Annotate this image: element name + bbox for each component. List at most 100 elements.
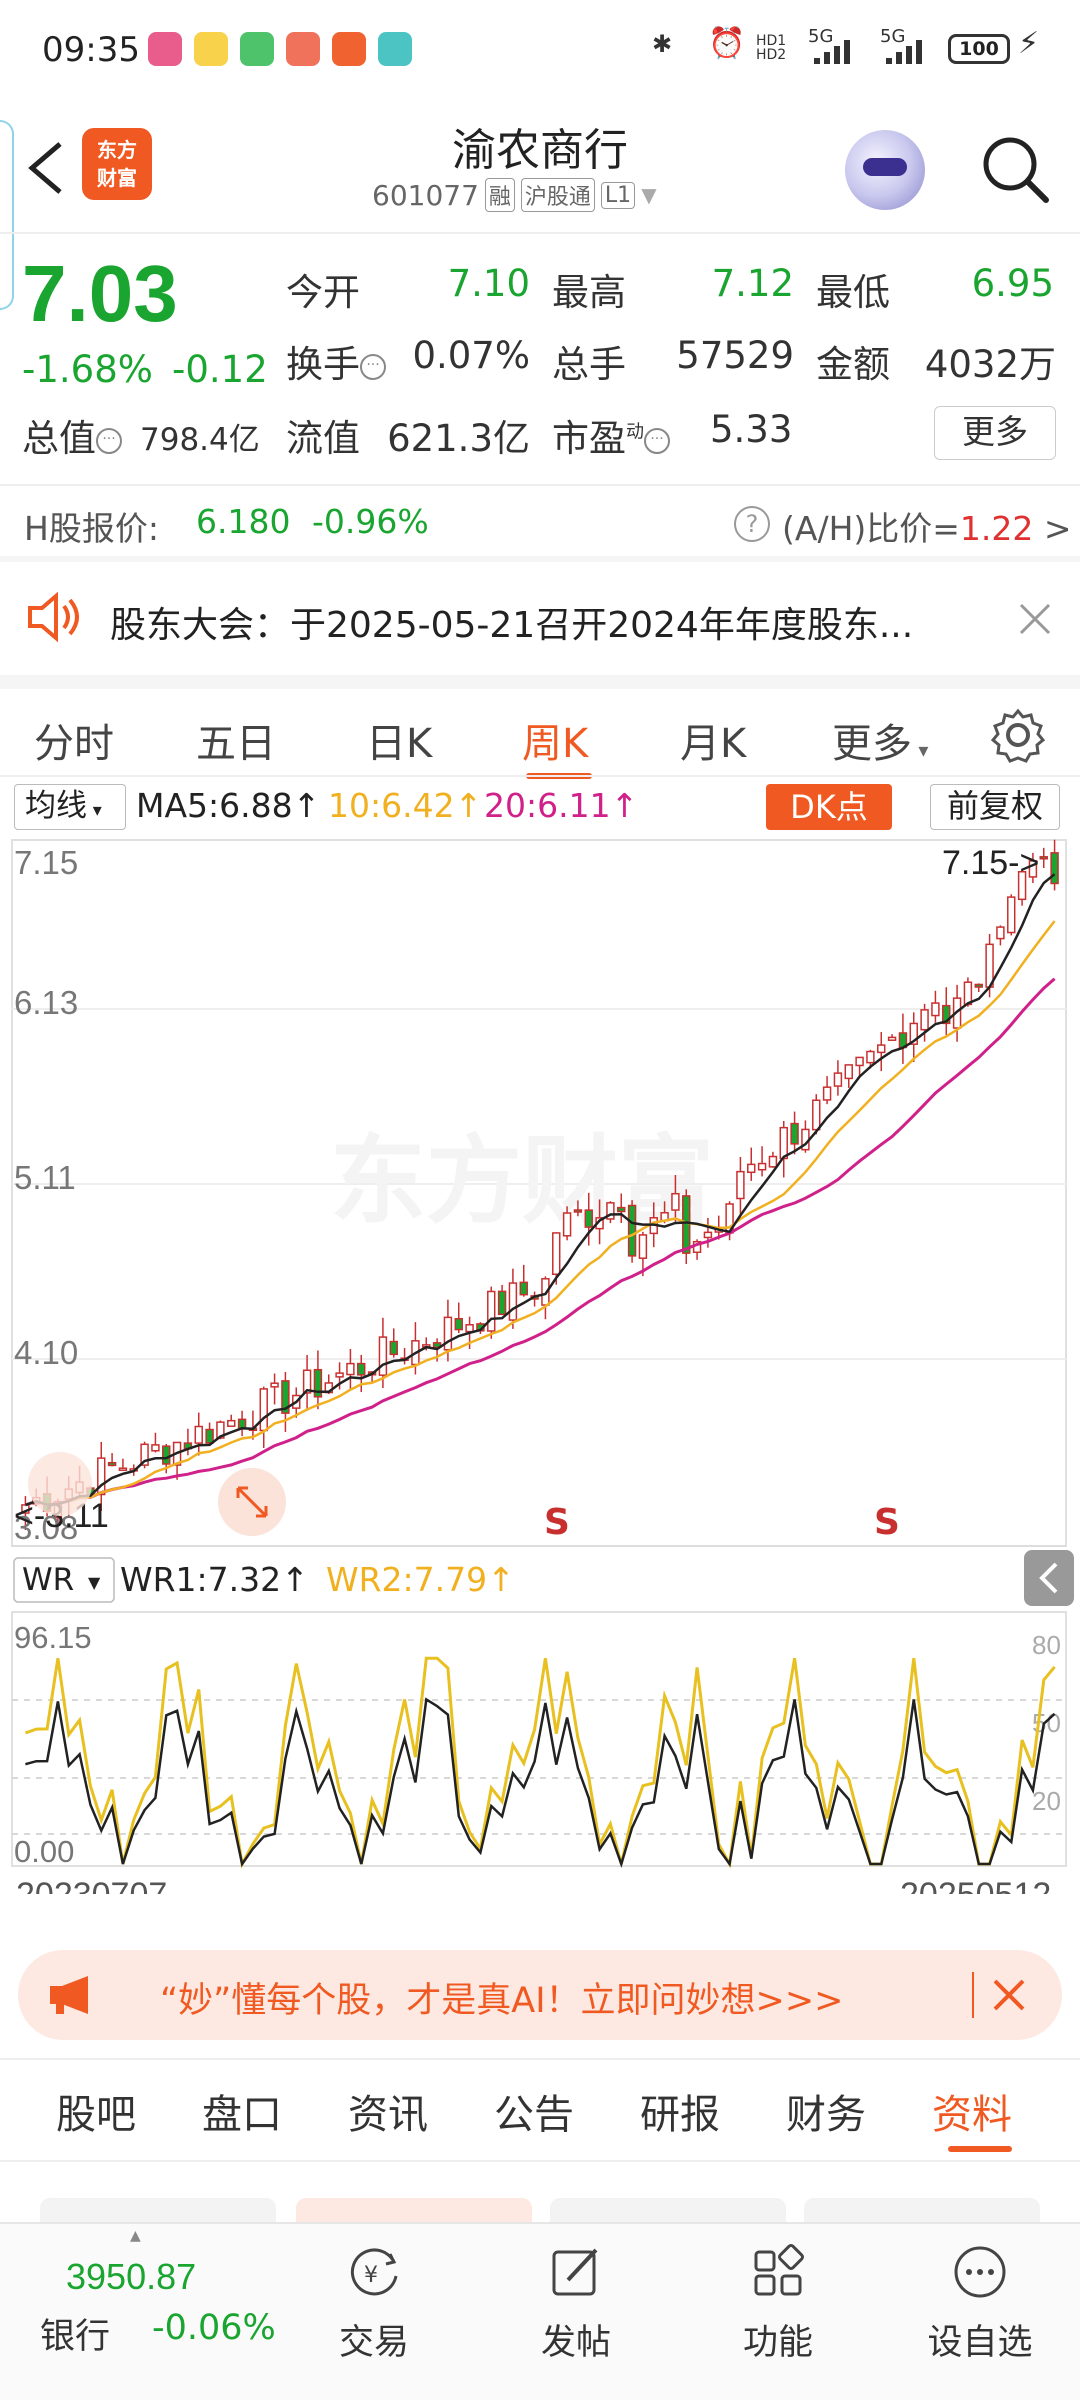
candle-body (151, 1444, 160, 1452)
grid-icon (754, 2244, 804, 2296)
nav-functions[interactable]: 功能 (718, 2244, 838, 2365)
wr-y-top: 96.15 (14, 1620, 92, 1655)
tab-daily[interactable]: 日K (366, 721, 433, 767)
tab-weekly[interactable]: 周K (522, 721, 589, 767)
collapse-panel-button[interactable] (1024, 1550, 1074, 1606)
dropdown-caret-icon[interactable]: ▼ (641, 183, 657, 207)
ma10-value: 10:6.42↑ (328, 786, 483, 825)
candle-body (443, 1316, 453, 1351)
wr-select[interactable] (13, 1557, 115, 1603)
candle-body (497, 1290, 507, 1316)
tab-profile[interactable]: 资料 (932, 2092, 1012, 2138)
candle-body (627, 1204, 637, 1257)
tab-financials[interactable]: 财务 (786, 2092, 866, 2138)
candle-body (942, 1004, 951, 1025)
bottom-nav: ▲ 3950.87 银行 -0.06% ¥ 交易 发帖 功能 设自选 (0, 2222, 1080, 2400)
tab-forum[interactable]: 股吧 (56, 2092, 136, 2138)
network-label: 5G (808, 26, 834, 47)
network-label-2: 5G (880, 26, 906, 47)
candle-body (833, 1072, 843, 1087)
amount-value: 4032万 (924, 343, 1056, 386)
sell-signal-marker: S (874, 1502, 900, 1543)
volume-label: 总手 (552, 343, 626, 386)
candle-body (671, 1192, 680, 1211)
candle-body (584, 1209, 593, 1228)
candle-body (703, 1231, 713, 1239)
candle-body (519, 1281, 528, 1296)
tab-intraday[interactable]: 分时 (34, 721, 114, 767)
candle-body (1028, 860, 1038, 878)
index-change[interactable]: -0.06% (152, 2308, 276, 2348)
speaker-icon (28, 592, 79, 642)
bluetooth-icon: ✱ (652, 30, 673, 58)
high-value: 7.12 (711, 262, 794, 305)
dk-point-button[interactable]: DK点 (766, 784, 892, 830)
index-name[interactable]: 银行 (40, 2317, 111, 2357)
app-notification-icon (332, 32, 366, 66)
level-tag[interactable]: L1 (600, 181, 636, 209)
info-icon: ··· (96, 427, 122, 454)
search-icon[interactable] (976, 130, 1056, 210)
wr1-value: WR1:7.32↑ (120, 1560, 309, 1599)
more-quote-button[interactable]: 更多 (934, 406, 1056, 460)
calendar-notification-icon (286, 32, 320, 66)
trade-icon: ¥ (350, 2248, 398, 2296)
kline-chart[interactable]: 东方财富 7.15 6.13 5.11 4.10 3.08 7.15-> <-3… (0, 834, 1080, 1894)
turnover-label: 换手 ··· (286, 334, 386, 388)
candle-body (617, 1206, 626, 1213)
amount-label: 金额 (816, 343, 890, 386)
chart-grid (11, 839, 1067, 1867)
tab-research[interactable]: 研报 (640, 2092, 720, 2138)
tab-orderbook[interactable]: 盘口 (202, 2092, 282, 2138)
wr-select-label[interactable]: WR (22, 1562, 74, 1598)
turnover-value: 0.07% (412, 334, 530, 377)
tab-more[interactable]: 更多 ▾ (832, 721, 929, 767)
ma10-line (25, 920, 1056, 1507)
candle-body (779, 1126, 788, 1160)
wr-y-bottom: 0.00 (14, 1834, 74, 1869)
hd-indicator: HD1 HD2 (756, 33, 787, 63)
candle-body (1007, 896, 1016, 934)
index-value[interactable]: 3950.87 (66, 2256, 197, 2297)
gear-icon[interactable] (990, 707, 1046, 763)
close-icon[interactable] (992, 1978, 1026, 2012)
candle-body (378, 1336, 388, 1376)
candle-body (1050, 852, 1059, 885)
pan-handle[interactable] (28, 1452, 92, 1516)
candle-body (432, 1342, 442, 1349)
pe-value: 5.33 (710, 408, 793, 451)
max-price-marker: 7.15-> (942, 844, 1039, 882)
megaphone-icon (50, 1976, 88, 2014)
promo-text[interactable]: “妙”懂每个股，才是真AI！立即问妙想>>> (160, 1981, 844, 2021)
tab-news[interactable]: 资讯 (348, 2092, 428, 2138)
notice-text[interactable]: 股东大会：于2025-05-21召开2024年年度股东... (110, 605, 914, 646)
margin-tag: 融 (484, 178, 515, 212)
chat-notification-icon (240, 32, 274, 66)
back-arrow-icon[interactable] (22, 138, 68, 198)
tab-announcements[interactable]: 公告 (494, 2092, 574, 2138)
tab-monthly[interactable]: 月K (680, 721, 747, 767)
help-icon[interactable]: ? (734, 506, 770, 542)
nav-add-watchlist[interactable]: 设自选 (920, 2244, 1040, 2365)
stock-code-row: 601077 融 沪股通 L1 ▼ (372, 178, 657, 212)
notice-bar[interactable]: 股东大会：于2025-05-21召开2024年年度股东... (0, 562, 1080, 672)
change-percent: -1.68% (22, 348, 153, 391)
side-drawer-handle[interactable] (0, 120, 14, 310)
nav-trade[interactable]: ¥ 交易 (314, 2244, 434, 2365)
charging-icon: ⚡ (1018, 26, 1040, 61)
candle-body (313, 1368, 323, 1398)
indicator-select[interactable]: 均线 ▾ (14, 784, 126, 830)
ai-robot-avatar-icon[interactable] (845, 130, 925, 210)
open-value: 7.10 (447, 262, 530, 305)
nav-post[interactable]: 发帖 (516, 2244, 636, 2365)
ai-promo-banner[interactable]: “妙”懂每个股，才是真AI！立即问妙想>>> (18, 1950, 1062, 2040)
close-icon[interactable] (1018, 602, 1052, 636)
adjust-select[interactable]: 前复权 (930, 784, 1060, 830)
ah-ratio[interactable]: (A/H)比价=1.22 > (782, 509, 1072, 548)
tab-five-day[interactable]: 五日 (196, 721, 276, 767)
candle-body (357, 1362, 366, 1376)
open-label: 今开 (286, 271, 360, 314)
svg-text:▼: ▼ (88, 1573, 101, 1592)
info-icon: ··· (644, 427, 670, 454)
app-notification-icon (194, 32, 228, 66)
